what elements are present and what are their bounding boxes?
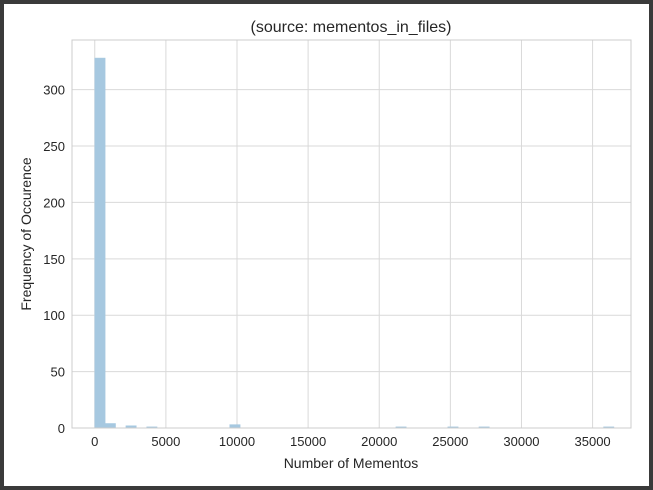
chart-title: (source: mementos_in_files) [251, 19, 452, 36]
x-tick-labels: 0 5000 10000 15000 20000 25000 30000 35000 [91, 434, 611, 449]
histogram-bar [229, 424, 241, 429]
y-tick-label: 150 [43, 252, 65, 267]
y-axis-label: Frequency of Occurence [18, 157, 34, 311]
x-tick-label: 20000 [361, 434, 397, 449]
y-tick-labels: 0 50 100 150 200 250 300 [43, 83, 65, 436]
x-tick-label: 25000 [432, 434, 468, 449]
y-tick-label: 250 [43, 139, 65, 154]
x-tick-label: 0 [91, 434, 98, 449]
plot-area [72, 40, 631, 428]
histogram-chart: 0 5000 10000 15000 20000 25000 30000 35000 0 50 1… [18, 19, 632, 471]
y-tick-label: 100 [43, 308, 65, 323]
x-tick-label: 30000 [503, 434, 539, 449]
grid-lines [72, 40, 631, 429]
histogram-bar [94, 57, 106, 429]
x-tick-label: 35000 [575, 434, 611, 449]
x-tick-label: 5000 [151, 434, 180, 449]
y-tick-label: 300 [43, 83, 65, 98]
plot-frame [71, 39, 632, 429]
y-tick-label: 200 [43, 195, 65, 210]
histogram-bar [104, 423, 116, 429]
y-tick-label: 0 [58, 421, 65, 436]
x-tick-label: 15000 [290, 434, 326, 449]
x-tick-label: 10000 [219, 434, 255, 449]
x-axis-label: Number of Mementos [284, 455, 419, 471]
y-tick-label: 50 [51, 365, 65, 380]
